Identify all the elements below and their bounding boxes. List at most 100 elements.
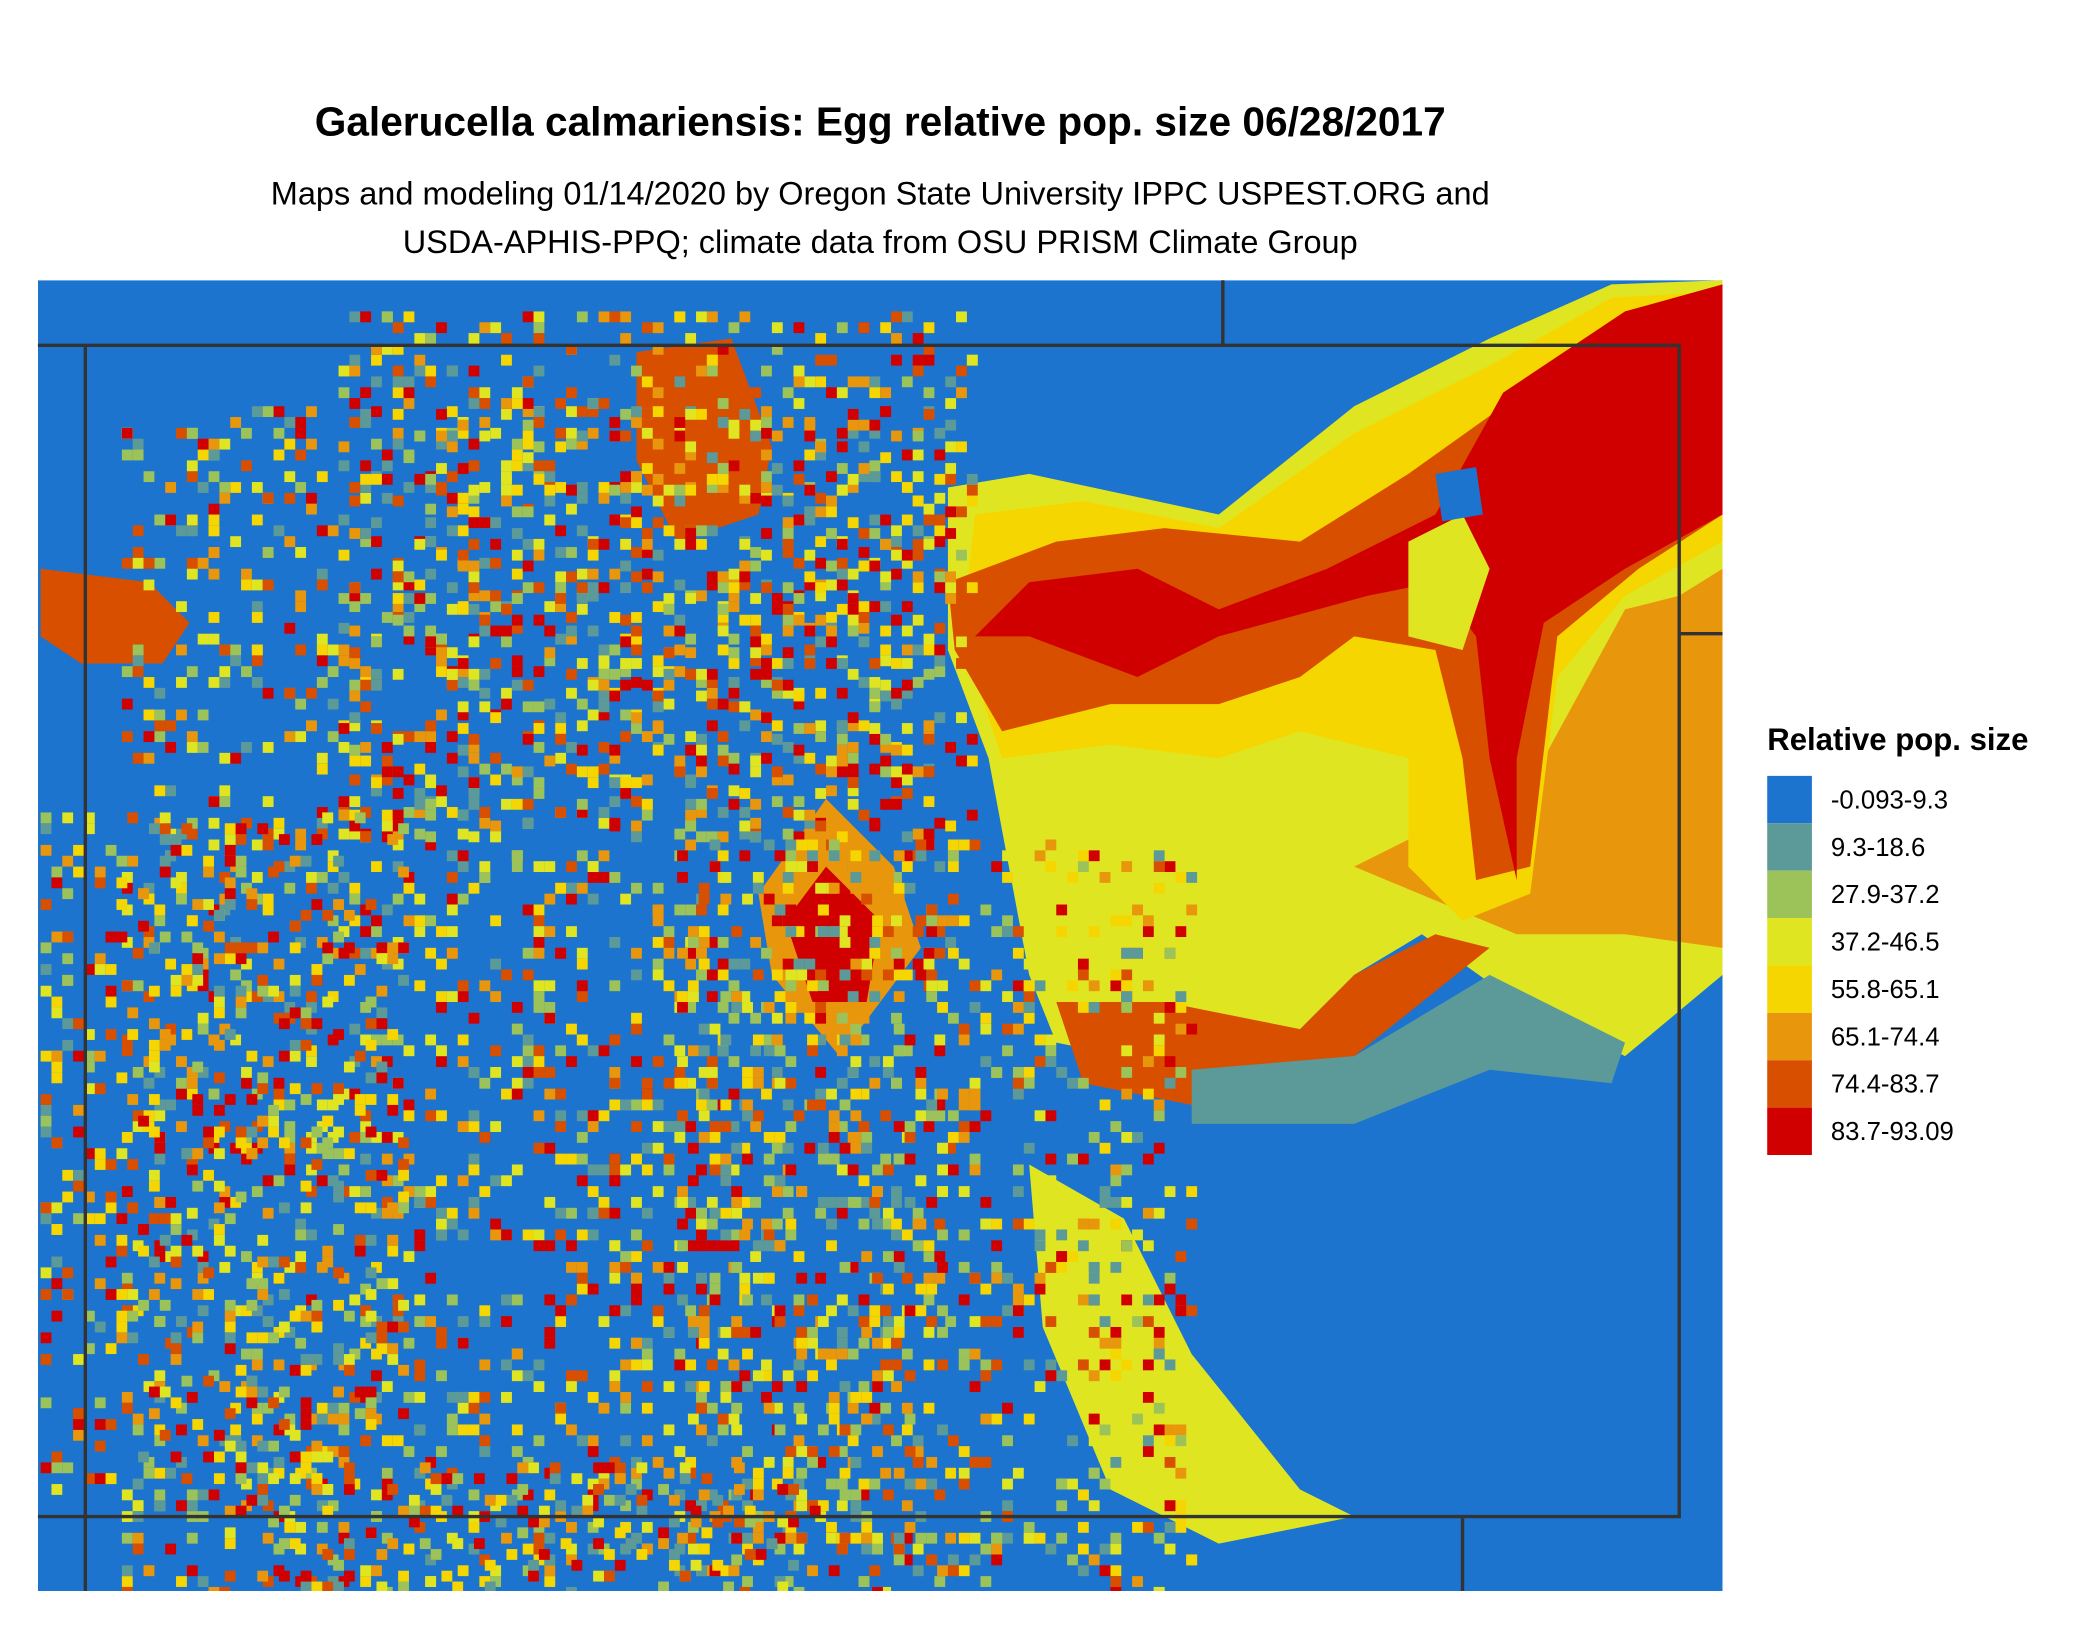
map-cell [958,958,970,970]
map-cell [501,763,512,775]
map-cell [360,679,372,691]
map-cell [338,1456,350,1468]
map-cell [631,1229,642,1241]
map-cell [127,1007,139,1019]
map-cell [148,985,160,997]
map-cell [614,1559,626,1571]
map-cell [159,834,171,845]
map-cell [403,612,415,623]
map-cell [1067,872,1078,883]
map-cell [663,1424,675,1436]
map-cell [836,557,848,569]
map-cell [208,449,220,461]
map-cell [349,482,361,493]
map-cell [186,915,198,927]
map-cell [641,1359,653,1371]
map-cell [154,1424,166,1436]
map-cell [306,1056,317,1068]
map-cell [349,744,361,756]
map-cell [468,1110,480,1122]
map-cell [1077,969,1089,981]
map-cell [1045,1370,1057,1382]
map-cell [901,1554,913,1566]
map-cell [763,1045,775,1057]
map-cell [947,850,959,862]
map-cell [533,1002,545,1013]
map-cell [774,1175,786,1187]
map-cell [609,752,621,764]
map-cell [828,1153,840,1165]
map-cell [62,855,74,867]
map-cell [631,1294,642,1306]
map-cell [159,823,171,835]
map-cell [365,1234,377,1246]
map-cell [181,1029,193,1040]
map-cell [761,731,772,743]
map-cell [739,1229,751,1241]
map-cell [858,622,870,634]
map-cell [203,855,214,867]
map-cell [381,343,393,355]
map-cell [923,538,935,550]
map-cell [771,679,783,691]
map-cell [717,698,729,710]
map-cell [1164,1521,1176,1533]
map-cell [685,333,697,344]
map-cell [306,503,317,515]
map-cell [105,844,117,856]
map-cell [733,1484,745,1495]
map-cell [609,690,621,702]
map-cell [116,931,128,943]
map-cell [154,1467,166,1479]
map-cell [793,926,805,938]
map-cell [522,1056,534,1068]
map-cell [40,1289,52,1300]
map-cell [641,1543,653,1555]
map-cell [501,1391,512,1403]
map-cell [327,1413,339,1425]
map-cell [235,1386,247,1398]
map-cell [956,549,967,561]
map-cell [891,658,902,669]
map-cell [901,969,913,981]
map-cell [882,1207,894,1219]
map-cell [148,1061,160,1073]
map-cell [945,937,957,948]
map-cell [1002,850,1013,862]
legend-label: 27.9-37.2 [1831,881,1940,909]
map-cell [687,1240,699,1252]
map-cell [934,473,946,485]
map-cell [858,1489,870,1501]
map-cell [143,1467,155,1479]
map-cell [511,568,523,580]
map-cell [598,872,610,883]
map-cell [533,926,545,938]
map-cell [268,1397,279,1409]
map-cell [609,417,621,428]
map-cell [782,517,794,529]
map-cell [365,899,377,910]
map-cell [354,1104,366,1116]
map-cell [501,1316,512,1327]
map-cell [782,872,794,883]
map-cell [815,333,827,344]
map-cell [956,658,967,669]
map-cell [343,909,355,921]
map-cell [882,1424,894,1436]
map-cell [696,1240,707,1252]
map-cell [544,655,556,667]
map-cell [333,1148,344,1160]
map-cell [490,538,502,550]
map-cell [1012,1326,1024,1338]
map-cell [1132,904,1143,916]
map-cell [224,1213,236,1225]
map-cell [923,1251,935,1262]
map-cell [915,1532,927,1544]
map-cell [701,1527,713,1539]
map-cell [501,495,512,507]
map-cell [566,1023,577,1035]
map-cell [1045,1251,1057,1262]
map-cell [533,1240,545,1252]
map-cell [858,322,870,334]
map-cell [706,1077,718,1089]
